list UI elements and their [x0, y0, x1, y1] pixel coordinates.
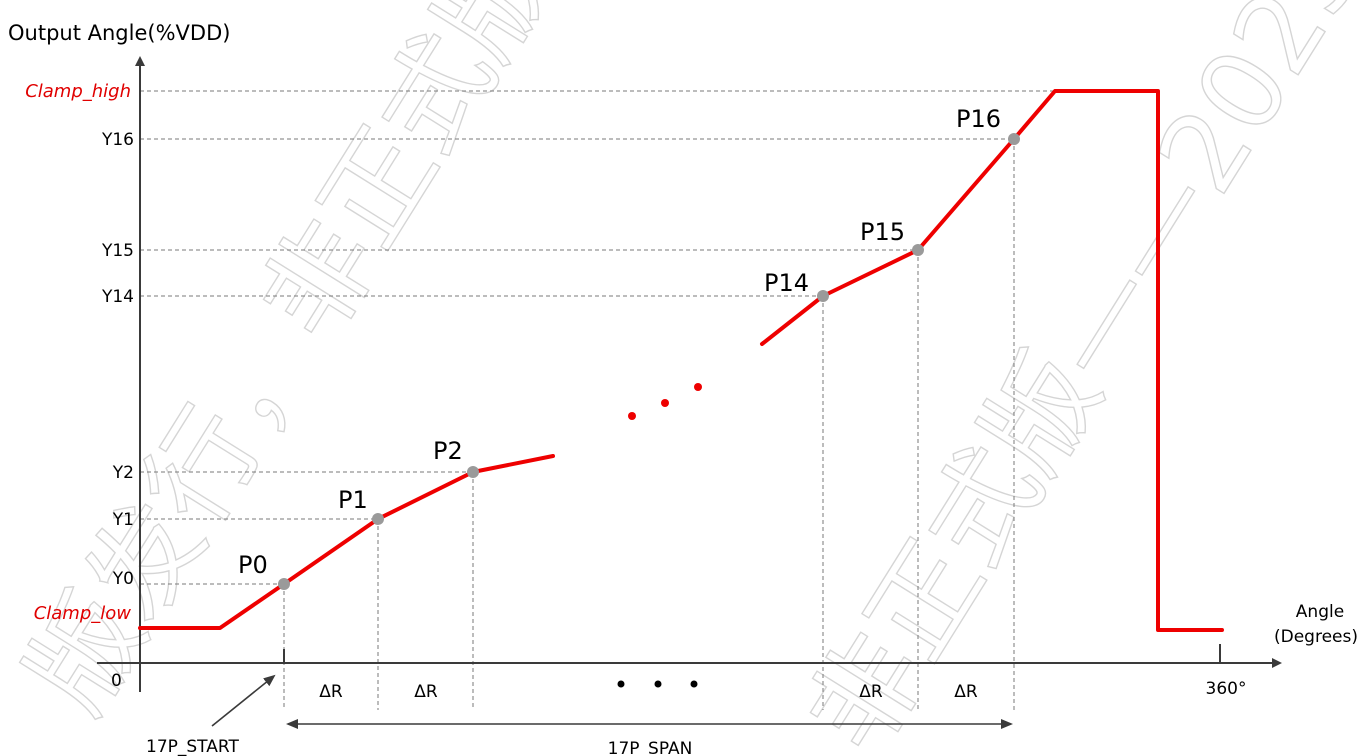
point-label-p2: P2 — [433, 437, 463, 465]
axis-dot-3 — [690, 680, 698, 688]
y-label-y14: Y14 — [101, 287, 134, 307]
point-p2-marker — [467, 466, 479, 478]
y-label-clamp-high: Clamp_high — [25, 81, 131, 102]
delta-label-2: ΔR — [414, 682, 438, 702]
curve-dot-3 — [694, 383, 702, 391]
y-label-y15: Y15 — [101, 241, 134, 261]
point-label-p15: P15 — [860, 218, 905, 246]
point-p14-marker — [817, 290, 829, 302]
x-axis-title-line1: Angle — [1296, 602, 1344, 622]
point-p15-marker — [912, 244, 924, 256]
y-label-y16: Y16 — [101, 130, 134, 150]
delta-label-1: ΔR — [319, 682, 343, 702]
y-label-clamp-low: Clamp_low — [34, 603, 132, 624]
x-end-label: 360° — [1206, 679, 1247, 699]
delta-label-4: ΔR — [954, 682, 978, 702]
curve-dot-2 — [661, 399, 669, 407]
point-p1-marker — [372, 513, 384, 525]
y-label-y0: Y0 — [112, 569, 134, 589]
curve-segment-low — [138, 454, 555, 630]
span-label: 17P_SPAN — [608, 739, 693, 756]
guide-lines — [140, 90, 1160, 710]
delta-label-3: ΔR — [859, 682, 883, 702]
y-axis-title: Output Angle(%VDD) — [8, 21, 230, 45]
point-label-p14: P14 — [764, 269, 809, 297]
origin-label: 0 — [111, 671, 122, 691]
axis-ellipsis — [617, 680, 698, 688]
x-axis-title-line2: (Degrees) — [1274, 627, 1358, 647]
start-label: 17P_START — [146, 737, 239, 756]
point-label-p16: P16 — [956, 105, 1001, 133]
point-p0-marker — [278, 578, 290, 590]
point-p16-marker — [1008, 133, 1020, 145]
point-label-p0: P0 — [238, 551, 268, 579]
start-pointer-arrow — [211, 674, 276, 727]
y-label-y2: Y2 — [112, 463, 134, 483]
watermark: 版发行，非正式版 非正式版——2023.07 — [3, 0, 1371, 756]
y-label-y1: Y1 — [112, 510, 134, 530]
curve-dot-1 — [628, 412, 636, 420]
output-curve — [138, 89, 1224, 632]
breakpoints — [278, 133, 1020, 590]
axis-dot-2 — [654, 680, 662, 688]
axis-dot-1 — [617, 680, 625, 688]
curve-segment-high — [760, 89, 1224, 632]
curve-ellipsis — [628, 383, 702, 420]
point-label-p1: P1 — [338, 486, 368, 514]
